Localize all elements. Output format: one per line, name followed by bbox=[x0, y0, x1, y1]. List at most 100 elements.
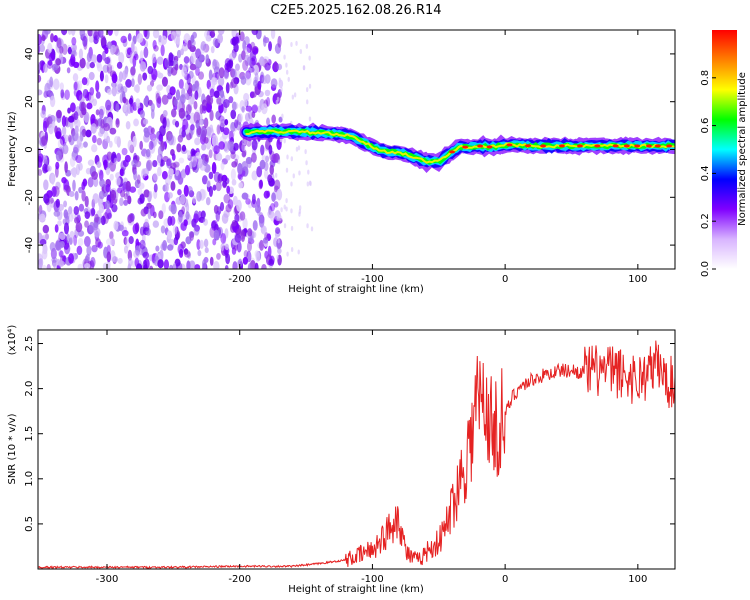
noise-cell bbox=[102, 50, 106, 61]
noise-cell bbox=[176, 49, 182, 59]
noise-cell bbox=[290, 225, 294, 231]
noise-cell bbox=[189, 231, 194, 241]
noise-cell bbox=[254, 72, 259, 85]
noise-cell bbox=[96, 62, 103, 72]
noise-cell bbox=[63, 200, 68, 208]
noise-cell bbox=[129, 186, 137, 193]
noise-cell bbox=[68, 253, 74, 264]
noise-cell bbox=[160, 44, 165, 57]
noise-cell bbox=[50, 33, 55, 43]
noise-cell bbox=[98, 203, 105, 214]
noise-cell bbox=[216, 96, 222, 105]
noise-cell bbox=[264, 62, 271, 71]
noise-cell bbox=[297, 249, 300, 255]
noise-cell bbox=[178, 78, 184, 89]
noise-cell bbox=[42, 224, 50, 234]
noise-cell bbox=[206, 179, 211, 188]
noise-cell bbox=[127, 139, 133, 151]
noise-cell bbox=[276, 63, 283, 71]
noise-cell bbox=[57, 138, 64, 150]
y-tick-label: 2.0 bbox=[24, 381, 35, 397]
noise-cell bbox=[118, 71, 123, 83]
noise-cell bbox=[200, 40, 207, 51]
noise-cell bbox=[274, 179, 281, 191]
noise-cell bbox=[156, 84, 163, 92]
noise-cell bbox=[299, 48, 303, 54]
noise-cell bbox=[182, 118, 189, 131]
noise-cell bbox=[68, 213, 74, 222]
noise-cell bbox=[185, 202, 190, 213]
noise-cell bbox=[123, 103, 128, 113]
noise-cell bbox=[298, 205, 302, 211]
noise-cell bbox=[47, 165, 52, 172]
noise-cell bbox=[85, 167, 92, 175]
noise-cell bbox=[215, 233, 220, 241]
noise-cell bbox=[283, 204, 286, 210]
noise-cell bbox=[308, 83, 312, 89]
noise-cell bbox=[75, 163, 80, 176]
noise-cell bbox=[309, 181, 312, 187]
noise-cell bbox=[201, 143, 207, 151]
noise-cell bbox=[92, 134, 97, 144]
noise-cell bbox=[98, 130, 104, 137]
noise-cell bbox=[114, 30, 119, 37]
noise-cell bbox=[147, 207, 152, 220]
noise-cell bbox=[217, 173, 224, 182]
noise-cell bbox=[84, 195, 89, 208]
noise-cell bbox=[248, 110, 253, 120]
noise-cell bbox=[260, 225, 267, 235]
noise-cell bbox=[271, 192, 276, 202]
colorbar-tick-label: 0.0 bbox=[700, 261, 711, 277]
y-tick-label: 0 bbox=[24, 146, 35, 152]
noise-cell bbox=[49, 95, 56, 108]
noise-cell bbox=[215, 181, 222, 192]
noise-cell bbox=[292, 173, 295, 179]
noise-cell bbox=[264, 232, 269, 241]
colorbar: 0.0 0.2 0.4 0.6 0.8 Normalized spectral ampl… bbox=[700, 30, 748, 277]
noise-cell bbox=[170, 215, 176, 226]
noise-cell bbox=[277, 35, 282, 48]
noise-cell bbox=[192, 31, 197, 39]
noise-cell bbox=[217, 33, 224, 44]
noise-cell bbox=[263, 169, 269, 179]
noise-cell bbox=[106, 88, 113, 95]
noise-cell bbox=[164, 57, 170, 68]
noise-cell bbox=[285, 206, 288, 212]
noise-cell bbox=[137, 188, 143, 196]
carrier-peak bbox=[486, 145, 493, 149]
noise-cell bbox=[128, 236, 134, 245]
noise-cell bbox=[68, 190, 75, 198]
noise-cell bbox=[87, 30, 94, 37]
noise-cell bbox=[71, 37, 77, 46]
noise-cell bbox=[242, 60, 249, 72]
noise-cell bbox=[213, 171, 221, 183]
carrier-peak bbox=[558, 144, 565, 148]
carrier-peak bbox=[576, 144, 583, 148]
noise-cell bbox=[137, 73, 143, 85]
noise-cell bbox=[100, 35, 107, 47]
noise-cell bbox=[64, 89, 70, 100]
colorbar-tick-label: 0.4 bbox=[700, 165, 711, 181]
noise-cell bbox=[174, 171, 181, 181]
noise-cell bbox=[203, 238, 209, 248]
noise-cell bbox=[201, 258, 207, 269]
noise-cell bbox=[193, 111, 201, 124]
noise-cell bbox=[242, 217, 248, 230]
noise-cell bbox=[204, 154, 209, 162]
noise-cell bbox=[77, 238, 84, 247]
noise-cell bbox=[159, 159, 165, 167]
noise-cell bbox=[76, 245, 83, 256]
noise-cell bbox=[273, 60, 278, 71]
noise-cell bbox=[295, 40, 298, 46]
noise-cell bbox=[152, 30, 160, 39]
noise-cell bbox=[135, 263, 143, 269]
noise-cell bbox=[252, 220, 258, 231]
noise-cell bbox=[271, 114, 276, 124]
noise-cell bbox=[221, 213, 229, 224]
noise-cell bbox=[104, 74, 109, 84]
x-tick-label: -200 bbox=[228, 274, 251, 285]
noise-cell bbox=[95, 109, 100, 116]
noise-cell bbox=[49, 241, 56, 252]
noise-cell bbox=[78, 203, 85, 212]
noise-cell bbox=[143, 46, 149, 59]
